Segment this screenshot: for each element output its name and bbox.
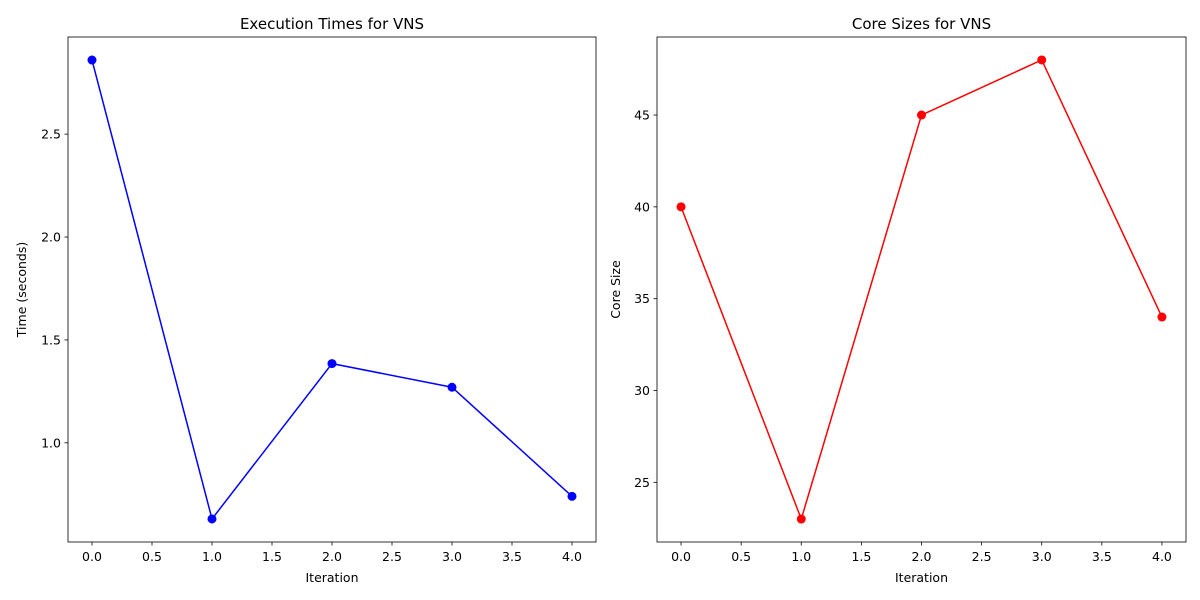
core-sizes-series-line xyxy=(680,58,1163,522)
core-sizes-y-tick-label: 25 xyxy=(634,475,650,490)
execution-times-data-point xyxy=(567,491,577,501)
core-sizes-x-tick-label: 2.0 xyxy=(912,549,932,564)
execution-times-data-point xyxy=(327,359,337,369)
core-sizes-x-tick-label: 2.5 xyxy=(972,549,992,564)
execution-times-x-tick-label: 3.0 xyxy=(442,549,462,564)
execution-times-y-tick-label: 2.0 xyxy=(41,230,61,245)
core-sizes-y-tick-label: 45 xyxy=(634,108,650,123)
execution-times-x-axis-label: Iteration xyxy=(305,570,358,585)
core-sizes-y-axis-label: Core Size xyxy=(608,260,623,319)
execution-times-x-tick-label: 2.0 xyxy=(322,549,342,564)
core-sizes-chart: 0.0 0.5 1.0 1.5 2.0 2.5 3.0 3.5 4.0 25 30 35 40 45 Cor… xyxy=(608,15,1187,585)
core-sizes-y-tick-label: 35 xyxy=(634,291,650,306)
core-sizes-data-point xyxy=(916,110,926,120)
core-sizes-x-tick-label: 3.0 xyxy=(1032,549,1052,564)
execution-times-data-point xyxy=(447,382,457,392)
core-sizes-y-tick-label: 40 xyxy=(634,199,650,214)
execution-times-y-tick-label: 1.0 xyxy=(41,435,61,450)
core-sizes-data-point xyxy=(796,514,806,524)
execution-times-chart: 0.0 0.5 1.0 1.5 2.0 2.5 3.0 3.5 4.0 1.0 1.5 2.0 2.5 E… xyxy=(14,15,597,585)
execution-times-data-point xyxy=(87,55,97,65)
execution-times-x-tick-label: 0.5 xyxy=(142,549,162,564)
execution-times-series-line xyxy=(91,59,573,521)
core-sizes-chart-title: Core Sizes for VNS xyxy=(852,15,991,33)
core-sizes-x-tick-label: 0.5 xyxy=(731,549,751,564)
execution-times-x-tick-label: 3.5 xyxy=(502,549,522,564)
core-sizes-x-tick-label: 1.5 xyxy=(851,549,871,564)
execution-times-x-tick-label: 2.5 xyxy=(382,549,402,564)
execution-times-x-tick-label: 0.0 xyxy=(82,549,102,564)
core-sizes-data-point xyxy=(1157,312,1167,322)
execution-times-y-axis-label: Time (seconds) xyxy=(14,242,29,338)
core-sizes-x-tick-label: 0.0 xyxy=(671,549,691,564)
execution-times-y-tick-label: 1.5 xyxy=(41,332,61,347)
execution-times-x-tick-label: 1.0 xyxy=(202,549,222,564)
execution-times-chart-title: Execution Times for VNS xyxy=(240,15,424,33)
core-sizes-x-axis-label: Iteration xyxy=(895,570,948,585)
execution-times-data-point xyxy=(207,514,217,524)
execution-times-y-tick-label: 2.5 xyxy=(41,127,61,142)
core-sizes-data-point xyxy=(1037,55,1047,65)
core-sizes-x-tick-label: 1.0 xyxy=(791,549,811,564)
execution-times-x-tick-label: 4.0 xyxy=(562,549,582,564)
core-sizes-x-tick-label: 3.5 xyxy=(1092,549,1112,564)
core-sizes-y-tick-label: 30 xyxy=(634,383,650,398)
core-sizes-data-point xyxy=(676,202,686,212)
core-sizes-x-tick-label: 4.0 xyxy=(1152,549,1172,564)
execution-times-x-tick-label: 1.5 xyxy=(262,549,282,564)
execution-times-plot-frame xyxy=(67,36,597,543)
